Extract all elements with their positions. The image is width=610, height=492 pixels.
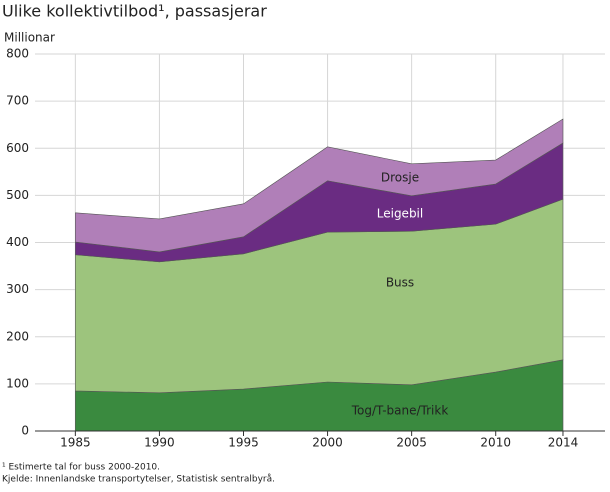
area [75,118,564,253]
area-label: Leigebil [377,207,423,221]
y-tick-label: 800 [6,47,29,61]
y-tick-label: 400 [6,235,29,249]
x-tick-label: 2000 [312,436,343,450]
x-tick-label: 1990 [144,436,175,450]
y-tick-label: 300 [6,282,29,296]
area-label: Drosje [381,171,419,185]
footnote: ¹ Estimerte tal for buss 2000-2010. [2,463,160,473]
y-tick-label: 500 [6,188,29,202]
y-tick-label: 700 [6,94,29,108]
x-tick-label: 2010 [480,436,511,450]
y-tick-label: 600 [6,141,29,155]
area-label: Buss [386,276,414,290]
y-tick-label: 100 [6,376,29,390]
x-tick-label: 1985 [60,436,91,450]
x-tick-label: 2014 [548,436,579,450]
x-tick-label: 2005 [396,436,427,450]
area-label: Tog/T-bane/Trikk [351,404,449,418]
y-axis-label: Millionar [4,31,55,45]
y-tick-label: 200 [6,329,29,343]
x-tick-label: 1995 [228,436,259,450]
chart-title: Ulike kollektivtilbod¹, passasjerar [2,2,267,21]
y-tick-label: 0 [21,424,29,438]
source: Kjelde: Innenlandske transportytelser, S… [2,474,275,485]
